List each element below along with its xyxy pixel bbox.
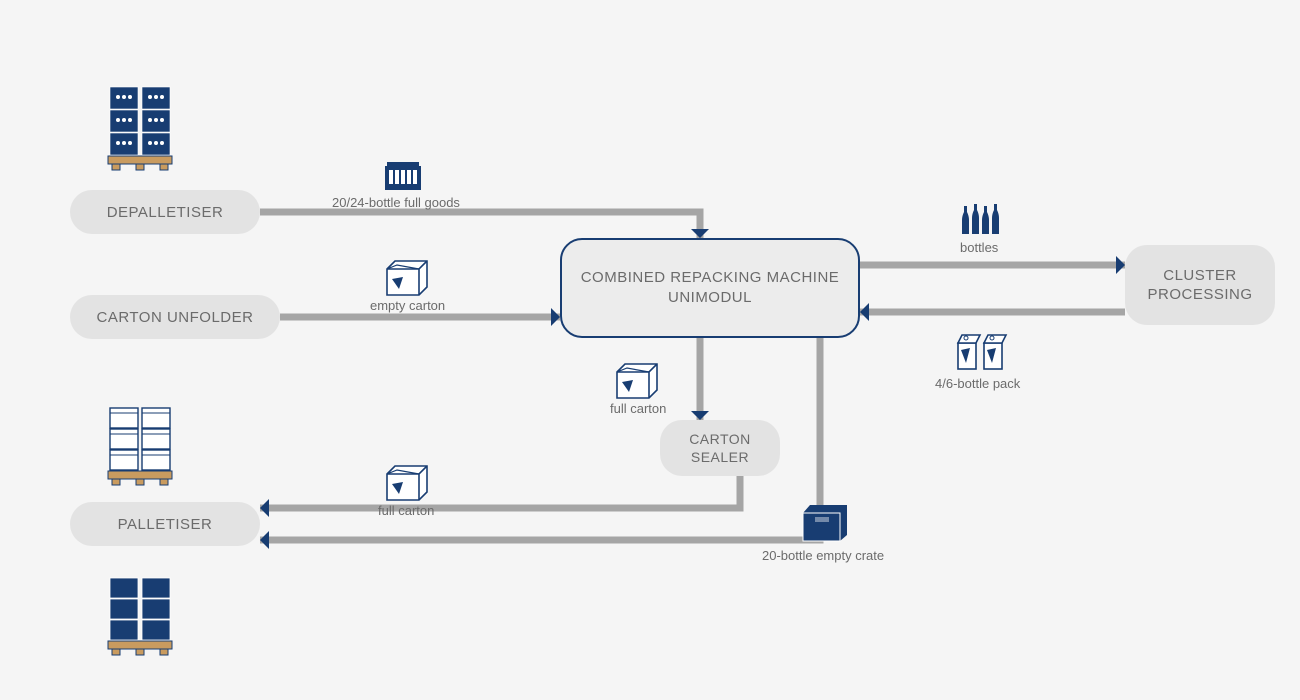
- node-label-line2: SEALER: [691, 448, 749, 466]
- label-empty-carton: empty carton: [370, 298, 445, 313]
- flow-lines: [0, 0, 1300, 700]
- carton-full-icon-1: [610, 358, 664, 402]
- node-label-line2: UNIMODUL: [668, 288, 752, 308]
- node-carton-sealer: CARTON SEALER: [660, 420, 780, 476]
- carton-full-icon-2: [380, 460, 434, 504]
- label-full-carton-1: full carton: [610, 401, 666, 416]
- node-carton-unfolder: CARTON UNFOLDER: [70, 295, 280, 339]
- pack-icon: [950, 330, 1010, 376]
- node-label-line2: PROCESSING: [1147, 285, 1252, 305]
- label-empty-crate: 20-bottle empty crate: [762, 548, 884, 563]
- node-label: CARTON UNFOLDER: [97, 309, 254, 326]
- pallet-cartons-outline-icon: [95, 385, 185, 495]
- label-bottles: bottles: [960, 240, 998, 255]
- edge-depalletiser-to-unimodul: [260, 212, 700, 238]
- label-full-carton-2: full carton: [378, 503, 434, 518]
- carton-empty-icon: [380, 255, 434, 299]
- pallet-full-crates-icon: [95, 70, 185, 180]
- crate-full-icon: [378, 152, 428, 196]
- node-label: DEPALLETISER: [107, 204, 224, 221]
- node-label-line1: COMBINED REPACKING MACHINE: [581, 268, 840, 288]
- bottles-icon: [955, 200, 1005, 240]
- node-label: PALLETISER: [118, 516, 213, 533]
- diagram-canvas: DEPALLETISER CARTON UNFOLDER PALLETISER …: [0, 0, 1300, 700]
- label-pack: 4/6-bottle pack: [935, 376, 1020, 391]
- node-cluster-processing: CLUSTER PROCESSING: [1125, 245, 1275, 325]
- node-label-line1: CLUSTER: [1163, 266, 1237, 286]
- node-palletiser: PALLETISER: [70, 502, 260, 546]
- pallet-cartons-filled-icon: [95, 555, 185, 665]
- node-label-line1: CARTON: [689, 430, 751, 448]
- label-full-goods: 20/24-bottle full goods: [332, 195, 460, 210]
- edge-sealer-to-palletiser: [260, 476, 740, 508]
- crate-empty-icon: [797, 500, 853, 546]
- node-depalletiser: DEPALLETISER: [70, 190, 260, 234]
- node-unimodul: COMBINED REPACKING MACHINE UNIMODUL: [560, 238, 860, 338]
